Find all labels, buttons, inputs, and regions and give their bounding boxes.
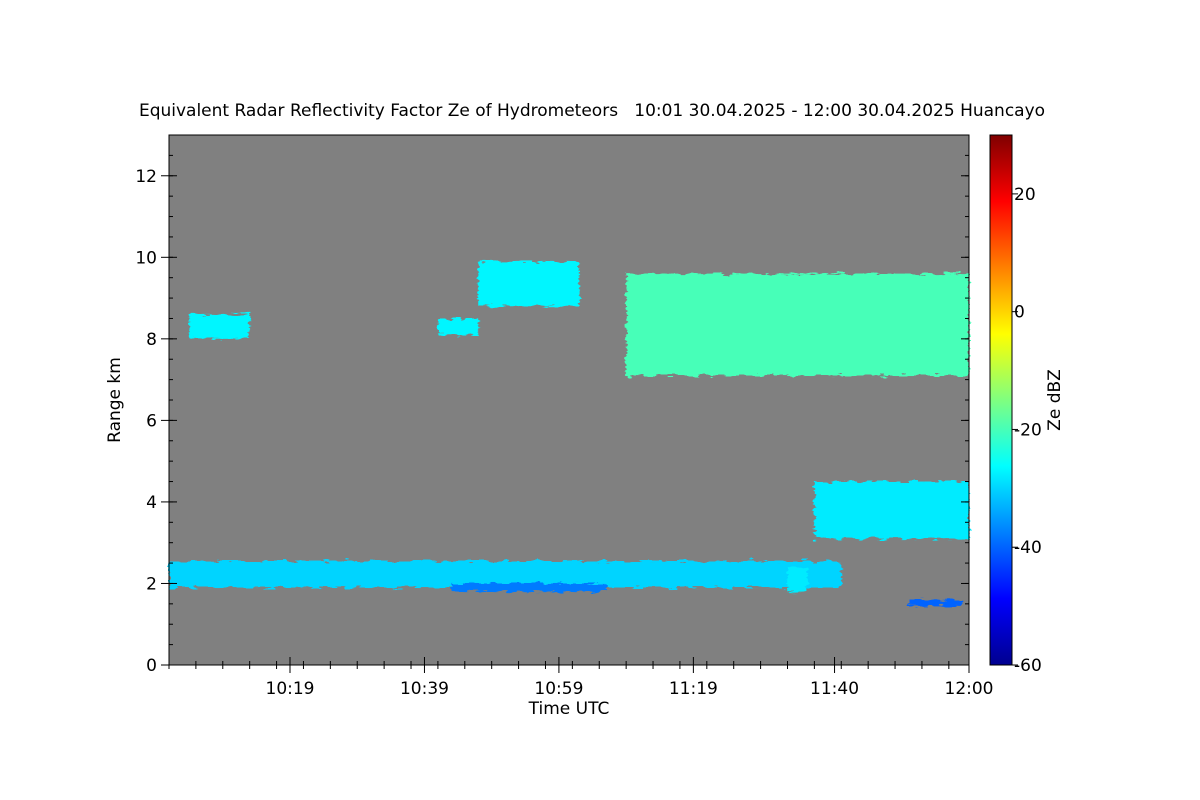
x-tick-label: 10:59 [534,679,583,699]
y-tick-label: 10 [135,248,157,268]
colorbar-gradient [989,134,1013,666]
y-tick-label: 8 [146,330,157,350]
colorbar-tick-label: 0 [1014,303,1025,323]
y-tick-label: 0 [146,656,157,676]
colorbar: 20 0 -20 -40 -60 Ze dBZ [989,134,1065,676]
colorbar-tick-label: -20 [1014,420,1042,440]
y-axis: 0 2 4 6 8 10 12 [135,134,969,676]
colorbar-tick-label: -40 [1014,538,1042,558]
echo-low-cloud-drop [787,567,808,592]
x-axis: 10:19 10:39 10:59 11:19 11:40 12:00 [168,657,994,699]
chart-title: Equivalent Radar Reflectivity Factor Ze … [139,101,1045,121]
colorbar-label: Ze dBZ [1045,369,1065,431]
echo-upper-cloud-streak [478,261,580,307]
x-tick-label: 10:19 [266,679,315,699]
echo-low-patch [908,599,963,606]
y-tick-label: 4 [146,493,157,513]
echo-low-cloud-layer [169,561,842,588]
echo-upper-cloud-early [189,314,250,339]
colorbar-tick-label: 20 [1014,185,1036,205]
x-tick-label: 11:40 [810,679,859,699]
echo-upper-cloud-main [626,273,969,376]
echo-low-cloud-fragments [451,583,606,592]
colorbar-tick-label: -60 [1014,656,1042,676]
echo-upper-cloud-small [437,318,479,335]
x-tick-label: 12:00 [945,679,994,699]
y-tick-label: 6 [146,411,157,431]
x-axis-label: Time UTC [528,699,610,719]
x-tick-label: 11:19 [669,679,718,699]
echo-mid-cloud-layer [814,481,969,539]
y-axis-label: Range km [105,357,125,443]
plot-area [168,134,970,666]
x-tick-label: 10:39 [400,679,449,699]
y-tick-label: 12 [135,167,157,187]
y-tick-label: 2 [146,574,157,594]
